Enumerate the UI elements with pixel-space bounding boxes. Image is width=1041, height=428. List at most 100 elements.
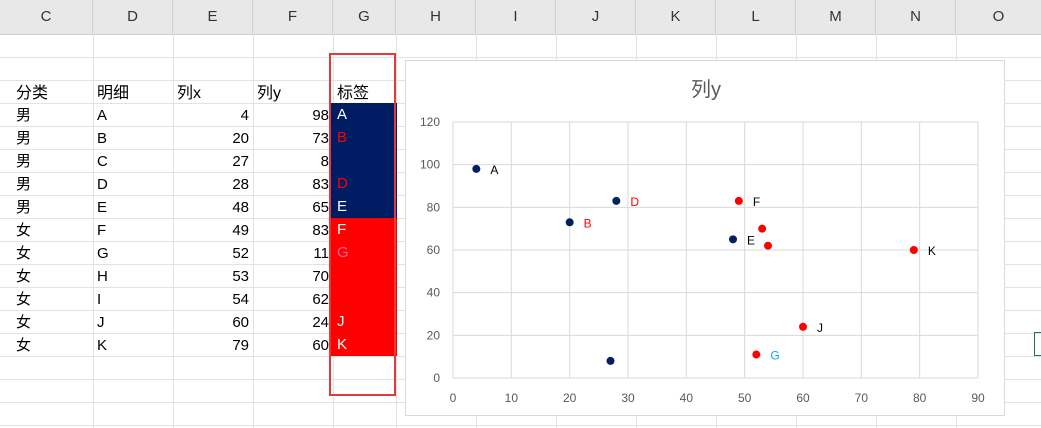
cell-label-text: A [337,106,348,123]
cell-detail[interactable]: G [97,245,109,262]
column-header-n[interactable]: N [876,0,956,34]
data-point [758,224,767,233]
x-tick-label: 90 [971,391,985,405]
cell-label[interactable]: K [331,333,397,356]
cell-label[interactable] [331,149,397,172]
cell-y[interactable]: 70 [312,268,329,285]
data-point [909,246,918,254]
cell-x[interactable]: 28 [232,176,249,193]
x-tick-label: 60 [796,391,810,405]
cell-x[interactable]: 79 [232,337,249,354]
column-header-k[interactable]: K [636,0,716,34]
cell-label[interactable]: A [331,103,397,126]
cell-y[interactable]: 11 [313,245,329,262]
cell-category[interactable]: 男 [16,153,32,170]
column-header-e[interactable]: E [173,0,253,34]
cell-x[interactable]: 48 [232,199,249,216]
data-label: J [817,321,823,335]
cell-x[interactable]: 20 [232,130,249,147]
cell-detail[interactable]: F [97,222,107,239]
cell-category[interactable]: 女 [16,268,32,285]
column-header-o[interactable]: O [992,8,1005,25]
scatter-chart[interactable]: 列y 0 10 20 30 40 50 60 70 80 90 0 20 40 60 80 100 120 A B D… [405,60,1005,416]
cell-label-text: K [337,336,348,353]
data-point [472,164,481,173]
x-tick-label: 50 [738,391,752,405]
cell-detail[interactable]: A [97,107,108,124]
cell-detail[interactable]: B [97,130,108,147]
cell-x[interactable]: 54 [232,291,249,308]
cell-x[interactable]: 52 [232,245,249,262]
data-point [565,218,574,227]
cell-y[interactable]: 8 [320,153,329,170]
column-header-h[interactable]: H [396,0,476,34]
cell-category[interactable]: 女 [16,314,32,331]
header-label[interactable]: 标签 [337,85,370,102]
cell-category[interactable]: 女 [16,245,32,262]
cell-y[interactable]: 83 [312,176,329,193]
cell-detail[interactable]: I [97,291,102,308]
x-tick-label: 70 [855,391,869,405]
cell-category[interactable]: 男 [16,130,32,147]
cell-label[interactable]: F [331,218,397,241]
cell-label[interactable]: D [331,172,397,195]
cell-x[interactable]: 60 [232,314,249,331]
x-tick-label: 30 [621,391,635,405]
column-header-d[interactable]: D [93,0,173,34]
cell-label[interactable]: J [331,310,397,333]
column-header-f[interactable]: F [253,0,333,34]
header-y[interactable]: 列y [257,85,282,102]
cell-category[interactable]: 女 [16,291,32,308]
cell-detail[interactable]: J [97,314,105,331]
data-point [729,235,737,244]
y-tick-label: 0 [433,371,440,385]
header-detail[interactable]: 明细 [97,85,130,102]
header-category[interactable]: 分类 [16,85,49,102]
column-header-l[interactable]: L [716,0,796,34]
cell-detail[interactable]: D [97,176,108,193]
cell-category[interactable]: 女 [16,222,32,239]
cell-detail[interactable]: E [97,199,108,216]
cell-category[interactable]: 女 [16,337,32,354]
column-header-g[interactable]: G [333,0,396,34]
cell-label[interactable]: G [331,241,397,264]
cell-y[interactable]: 73 [312,130,329,147]
column-header-j[interactable]: J [556,0,636,34]
cell-y[interactable]: 24 [312,314,329,331]
data-label: G [770,349,779,363]
cell-label-text: G [337,244,349,261]
cell-x[interactable]: 49 [232,222,249,239]
cell-x[interactable]: 53 [232,268,249,285]
column-header-bar: C D E F G H I J K L M N O [0,0,1041,35]
cell-y[interactable]: 98 [312,107,329,124]
header-x[interactable]: 列x [177,85,202,102]
cell-y[interactable]: 83 [312,222,329,239]
data-point [612,196,621,205]
cell-category[interactable]: 男 [16,199,32,216]
cell-x[interactable]: 4 [240,107,249,124]
cell-y[interactable]: 62 [312,291,329,308]
cell-y[interactable]: 60 [312,337,329,354]
cell-label-text: J [337,313,345,330]
cell-label-text: F [337,221,347,238]
y-tick-label: 80 [427,200,441,214]
cell-x[interactable]: 27 [232,153,249,170]
cell-label[interactable]: E [331,195,397,218]
cell-label[interactable] [331,287,397,310]
cell-y[interactable]: 65 [312,199,329,216]
label-column-highlight [329,53,396,396]
cell-category[interactable]: 男 [16,107,32,124]
data-label: A [490,163,498,177]
cell-detail[interactable]: H [97,268,108,285]
column-header-c[interactable]: C [0,0,93,34]
x-tick-label: 0 [450,391,457,405]
column-header-i[interactable]: I [476,0,556,34]
cell-category[interactable]: 男 [16,176,32,193]
cell-label[interactable] [331,264,397,287]
cell-label[interactable]: B [331,126,397,149]
column-header-m[interactable]: M [796,0,876,34]
active-cell-indicator [1034,332,1041,356]
cell-detail[interactable]: C [97,153,108,170]
cell-detail[interactable]: K [97,337,108,354]
cell-label-text: D [337,175,348,192]
